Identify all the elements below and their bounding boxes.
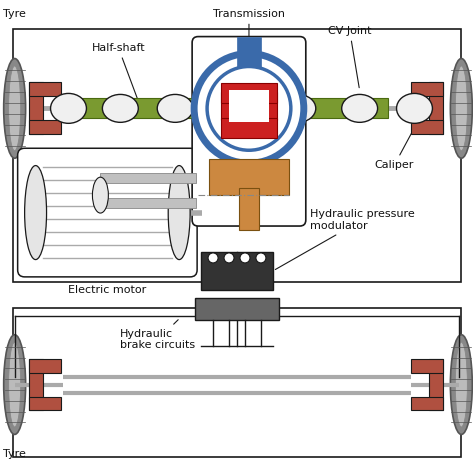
Bar (100, 198, 196, 208)
Bar (229, 91, 269, 122)
Ellipse shape (9, 66, 21, 151)
Circle shape (207, 66, 291, 150)
Ellipse shape (157, 94, 193, 122)
Bar (28, 82, 43, 134)
Bar (58, 99, 388, 118)
Bar (221, 118, 277, 138)
Bar (411, 359, 443, 373)
Ellipse shape (102, 94, 138, 122)
Text: Half-shaft: Half-shaft (91, 43, 145, 104)
Bar (28, 359, 61, 373)
Text: Electric motor: Electric motor (68, 285, 146, 295)
Bar (429, 359, 443, 410)
Bar (221, 92, 277, 120)
Text: Tyre: Tyre (3, 9, 26, 18)
Bar (209, 159, 289, 195)
Bar (201, 252, 273, 290)
Text: Hydraulic pressure
modulator: Hydraulic pressure modulator (275, 209, 415, 270)
Ellipse shape (4, 335, 26, 434)
FancyBboxPatch shape (18, 148, 197, 277)
Ellipse shape (168, 165, 190, 260)
Bar (13, 28, 461, 282)
Ellipse shape (456, 66, 467, 151)
Bar (237, 36, 261, 66)
Text: Caliper: Caliper (374, 121, 418, 170)
Ellipse shape (450, 335, 472, 434)
Text: Transmission: Transmission (213, 9, 285, 48)
Circle shape (224, 253, 234, 263)
Text: Hydraulic
brake circuits: Hydraulic brake circuits (120, 319, 195, 350)
Bar (100, 173, 196, 183)
Circle shape (208, 253, 218, 263)
Bar (411, 120, 443, 134)
Ellipse shape (450, 58, 472, 158)
Text: Tyre: Tyre (3, 449, 26, 459)
Bar (28, 120, 61, 134)
Ellipse shape (397, 93, 432, 123)
Ellipse shape (280, 94, 316, 122)
Ellipse shape (342, 94, 378, 122)
Bar (28, 397, 61, 410)
Circle shape (256, 253, 266, 263)
Ellipse shape (25, 165, 46, 260)
Bar (411, 82, 443, 96)
Ellipse shape (51, 93, 86, 123)
Circle shape (240, 253, 250, 263)
Ellipse shape (4, 58, 26, 158)
Bar (429, 82, 443, 134)
Circle shape (194, 54, 304, 163)
Text: CV Joint: CV Joint (328, 26, 372, 88)
Bar (221, 83, 277, 103)
Ellipse shape (92, 177, 109, 213)
FancyBboxPatch shape (192, 36, 306, 226)
Bar (239, 188, 259, 230)
Ellipse shape (9, 342, 21, 427)
Ellipse shape (456, 342, 467, 427)
Bar (28, 359, 43, 410)
Bar (411, 397, 443, 410)
Bar (195, 298, 279, 320)
Bar (13, 308, 461, 457)
Bar (28, 82, 61, 96)
